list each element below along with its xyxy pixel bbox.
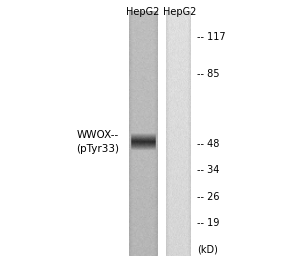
Text: HepG2: HepG2 bbox=[126, 7, 160, 17]
Text: -- 48: -- 48 bbox=[197, 139, 219, 149]
Text: (kD): (kD) bbox=[197, 244, 218, 254]
Text: -- 26: -- 26 bbox=[197, 192, 219, 202]
Text: -- 34: -- 34 bbox=[197, 165, 219, 175]
Text: (pTyr33): (pTyr33) bbox=[76, 144, 119, 154]
Text: -- 19: -- 19 bbox=[197, 218, 219, 228]
Text: WWOX--: WWOX-- bbox=[77, 130, 119, 140]
Text: HepG2: HepG2 bbox=[163, 7, 196, 17]
Text: -- 85: -- 85 bbox=[197, 69, 219, 79]
Text: -- 117: -- 117 bbox=[197, 32, 225, 43]
